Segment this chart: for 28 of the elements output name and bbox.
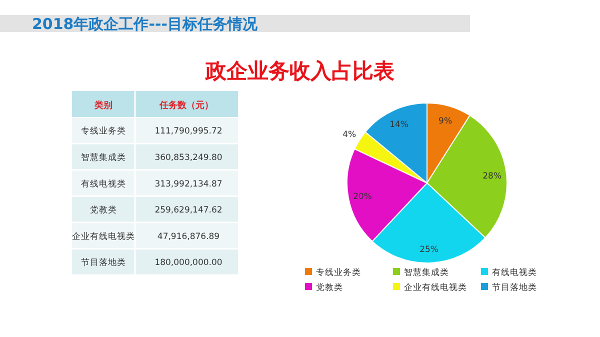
data-label: 313,992,134.87 xyxy=(154,179,222,190)
legend-label: 党教类 xyxy=(316,282,343,293)
legend-label: 专线业务类 xyxy=(316,267,361,278)
data-label: 28% xyxy=(482,171,502,182)
legend-label: 智慧集成类 xyxy=(404,267,449,278)
text: 任务数（元） xyxy=(158,100,214,111)
category-label: 企业有线电视类 xyxy=(72,230,135,242)
data-label: 47,916,876.89 xyxy=(157,232,220,242)
data-label: 20% xyxy=(353,192,372,202)
legend-label: 有线电视类 xyxy=(492,267,537,278)
data-label: 14% xyxy=(390,120,409,130)
text: 类别 xyxy=(94,100,112,111)
legend-label: 节目落地类 xyxy=(492,282,537,293)
data-label: 111,790,995.72 xyxy=(154,126,222,137)
data-label: 9% xyxy=(438,116,452,127)
legend-label: 企业有线电视类 xyxy=(404,282,467,293)
category-label: 节目落地类 xyxy=(81,257,126,268)
data-label: 25% xyxy=(420,245,439,256)
category-label: 有线电视类 xyxy=(81,178,126,190)
data-label: 180,000,000.00 xyxy=(154,258,222,268)
category-label: 党教类 xyxy=(90,204,117,216)
category-label: 智慧集成类 xyxy=(81,152,126,163)
chart-title: 政企业务收入占比表 xyxy=(204,59,394,83)
data-label: 259,629,147.62 xyxy=(154,206,222,216)
data-label: 360,853,249.80 xyxy=(154,152,222,163)
category-label: 专线业务类 xyxy=(81,126,126,137)
data-label: 4% xyxy=(342,130,356,140)
text: 2018年政企工作---目标任务情况 xyxy=(32,15,258,33)
